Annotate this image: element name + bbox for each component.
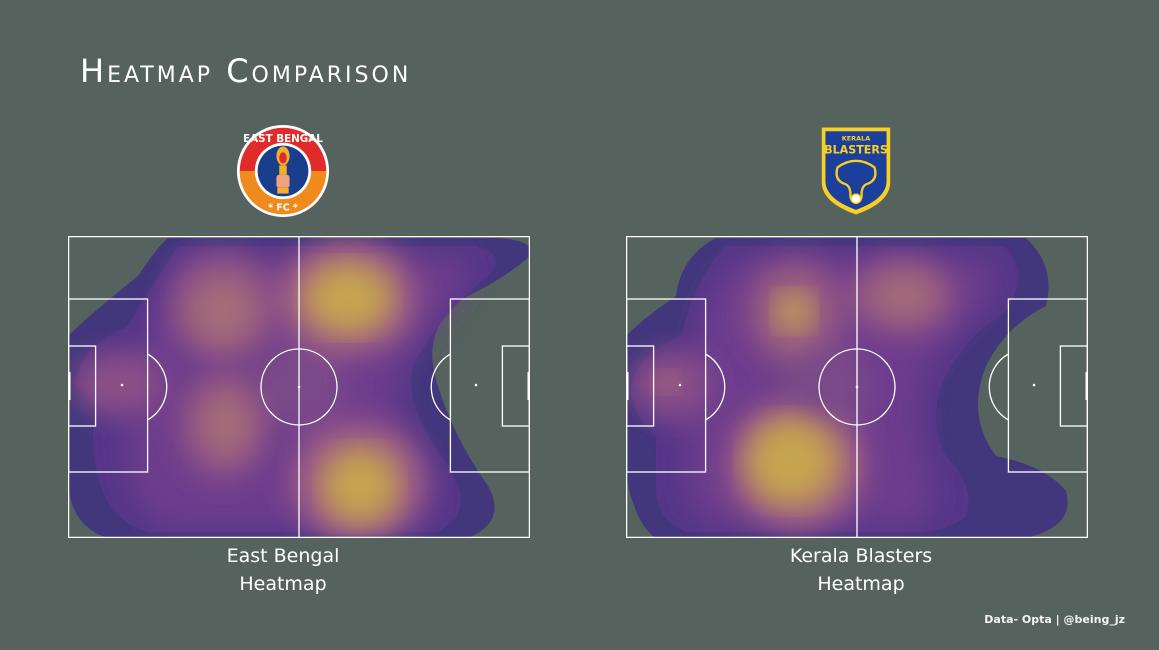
kerala-blasters-caption-line1: Kerala Blasters [789,545,933,567]
svg-text:KERALA: KERALA [842,134,871,142]
peak-2 [776,293,812,329]
east-bengal-caption-line1: East Bengal [226,545,340,567]
kerala-blasters-caption-line2: Heatmap [817,573,905,595]
svg-text:* FC *: * FC * [268,202,298,213]
hotspot-5 [781,341,871,431]
svg-text:EAST BENGAL: EAST BENGAL [243,133,323,145]
hotspot-6 [248,346,348,426]
east-bengal-logo: EAST BENGAL * FC * [236,124,330,218]
kerala-blasters-logo: KERALA BLASTERS [821,127,891,215]
peak-2 [326,452,394,520]
east-bengal-heatmap-svg [68,236,530,538]
kerala-blasters-caption: Kerala Blasters Heatmap [711,542,1011,598]
page-title: Heatmap Comparison [80,52,412,90]
svg-text:BLASTERS: BLASTERS [824,143,888,156]
peak-1 [308,266,388,330]
data-source-credit: Data- Opta | @being_jz [984,613,1125,626]
kerala-blasters-heatmap [626,236,1088,538]
hotspot-5 [73,354,163,414]
east-bengal-caption: East Bengal Heatmap [133,542,433,598]
peak-3 [654,372,678,392]
east-bengal-caption-line2: Heatmap [239,573,327,595]
east-bengal-heatmap [68,236,530,538]
peak-1 [749,421,833,501]
kerala-blasters-heatmap-svg [626,236,1088,538]
